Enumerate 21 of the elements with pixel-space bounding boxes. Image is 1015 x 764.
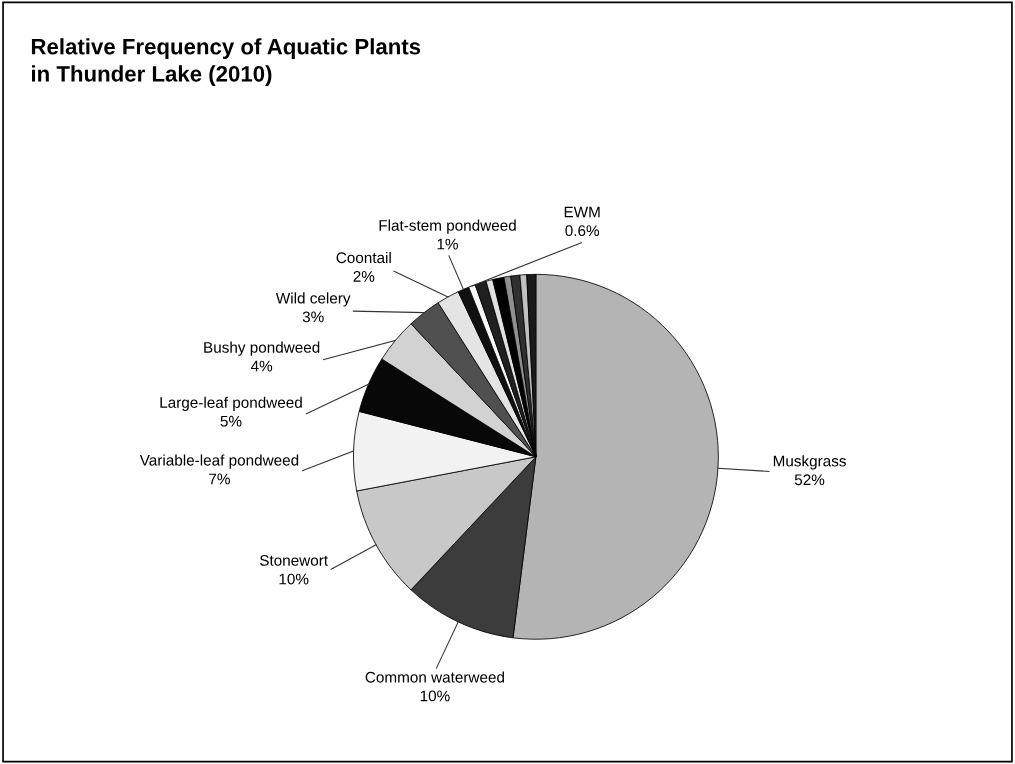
slice-label: Coontail [336, 251, 391, 264]
slice-label: Stonewort [259, 555, 328, 566]
slice-label: Flat-stem pondweed [379, 219, 516, 234]
slice-label: Wild celery [275, 292, 351, 307]
data-label: 10% [420, 690, 450, 702]
slice-label: Bushy pondweed [204, 341, 320, 356]
data-label: 0.6% [565, 225, 600, 237]
slice-label: Large-leaf pondweed [160, 396, 302, 411]
data-label: 1% [437, 238, 458, 250]
data-label: 10% [279, 573, 309, 585]
slice-label: Muskgrass [773, 455, 846, 470]
data-label: 5% [220, 415, 242, 427]
data-label: 3% [302, 311, 324, 323]
data-label: 2% [353, 271, 375, 282]
slice-label: Variable-leaf pondweed [139, 454, 299, 469]
slice-label: Common waterweed [365, 671, 504, 683]
slice-label: EWM [564, 206, 600, 218]
chart-title: Relative Frequency of Aquatic Plants in Thunder Lake (2010) [31, 38, 421, 87]
data-label: 4% [250, 360, 273, 372]
data-label: 7% [209, 473, 230, 485]
data-label: 52% [794, 474, 825, 486]
